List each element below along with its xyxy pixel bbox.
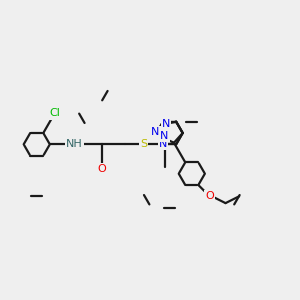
Text: N: N bbox=[151, 127, 160, 137]
Text: Cl: Cl bbox=[49, 108, 60, 118]
Text: S: S bbox=[140, 139, 147, 149]
Text: NH: NH bbox=[66, 139, 83, 149]
Text: N: N bbox=[159, 139, 167, 149]
Text: N: N bbox=[160, 131, 168, 141]
Text: N: N bbox=[162, 119, 170, 129]
Text: O: O bbox=[98, 164, 106, 174]
Text: O: O bbox=[205, 191, 214, 201]
